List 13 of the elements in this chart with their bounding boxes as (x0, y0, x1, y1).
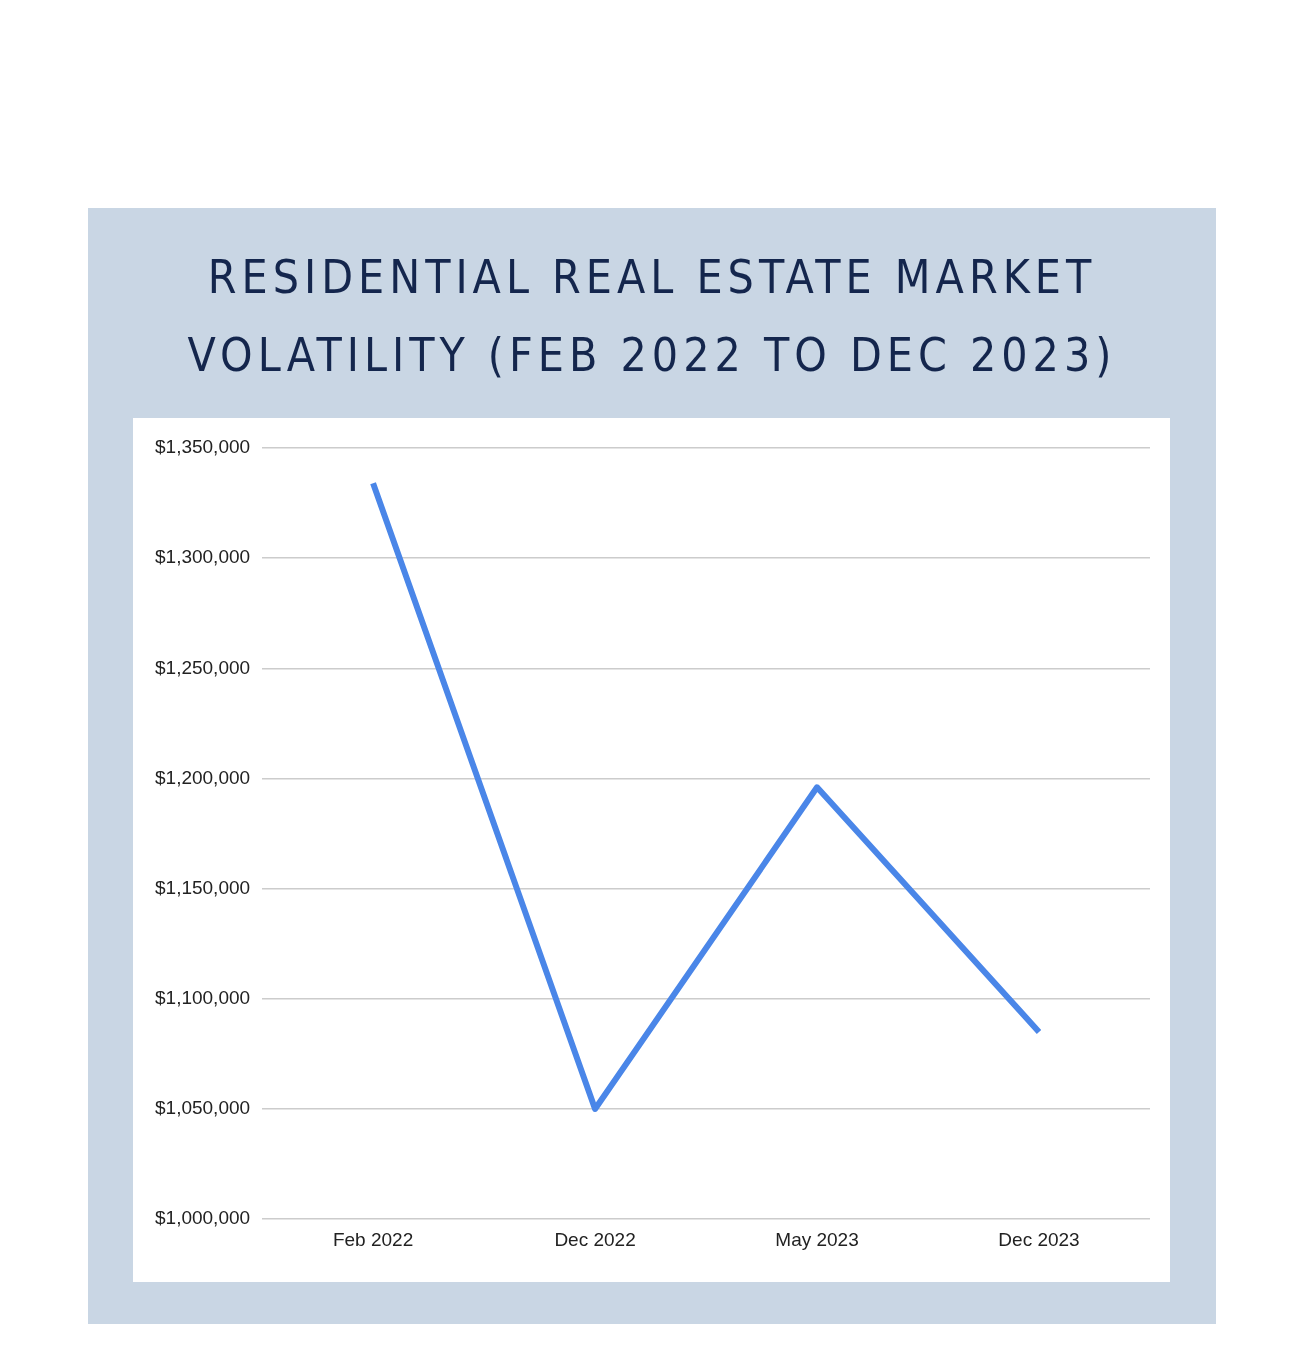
x-tick-label: Feb 2022 (332, 1228, 414, 1250)
y-tick-label: $1,300,000 (155, 546, 251, 568)
chart-title: RESIDENTIAL REAL ESTATE MARKET VOLATILITY (FEB 2022 TO DEC 2023) (186, 249, 1118, 384)
y-tick-label: $1,000,000 (155, 1207, 251, 1229)
y-tick-label: $1,200,000 (155, 766, 251, 788)
y-tick-label: $1,350,000 (155, 436, 251, 458)
x-tick-label: Dec 2022 (554, 1228, 636, 1250)
y-tick-label: $1,100,000 (155, 987, 251, 1009)
y-tick-label: $1,250,000 (155, 656, 251, 678)
y-tick-label: $1,150,000 (155, 876, 251, 898)
x-tick-label: Dec 2023 (998, 1228, 1080, 1250)
y-tick-label: $1,050,000 (155, 1097, 251, 1119)
x-tick-label: May 2023 (775, 1228, 859, 1250)
